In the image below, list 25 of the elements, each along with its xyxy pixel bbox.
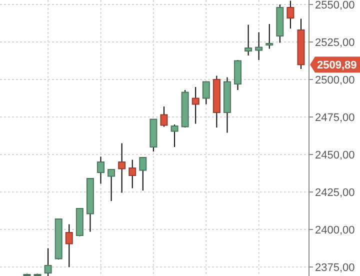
candlestick	[202, 81, 210, 105]
candlestick	[286, 0, 294, 29]
candlestick	[244, 24, 252, 56]
y-tick-label: 2375,00	[315, 262, 355, 274]
candlestick	[118, 142, 126, 194]
y-tick-label: 2400,00	[315, 224, 355, 236]
candlestick	[65, 224, 73, 268]
candlestick	[160, 106, 168, 128]
y-tick-label: 2550,00	[315, 0, 355, 12]
y-tick-label: 2475,00	[315, 112, 355, 124]
y-tick-label: 2425,00	[315, 186, 355, 199]
text: 2509,89	[317, 60, 357, 72]
candlestick	[170, 124, 178, 148]
candlestick	[234, 60, 242, 90]
candlestick	[266, 24, 274, 50]
candlestick	[108, 169, 116, 202]
candlestick	[192, 86, 200, 124]
candlestick	[128, 159, 136, 189]
y-tick-label: 2500,00	[315, 74, 355, 86]
y-tick-label: 2525,00	[315, 36, 355, 49]
candlestick	[97, 156, 104, 184]
y-tick-label: 2450,00	[315, 149, 355, 162]
candlestick	[255, 32, 263, 60]
candlestick	[44, 248, 52, 276]
candlestick	[139, 157, 147, 191]
